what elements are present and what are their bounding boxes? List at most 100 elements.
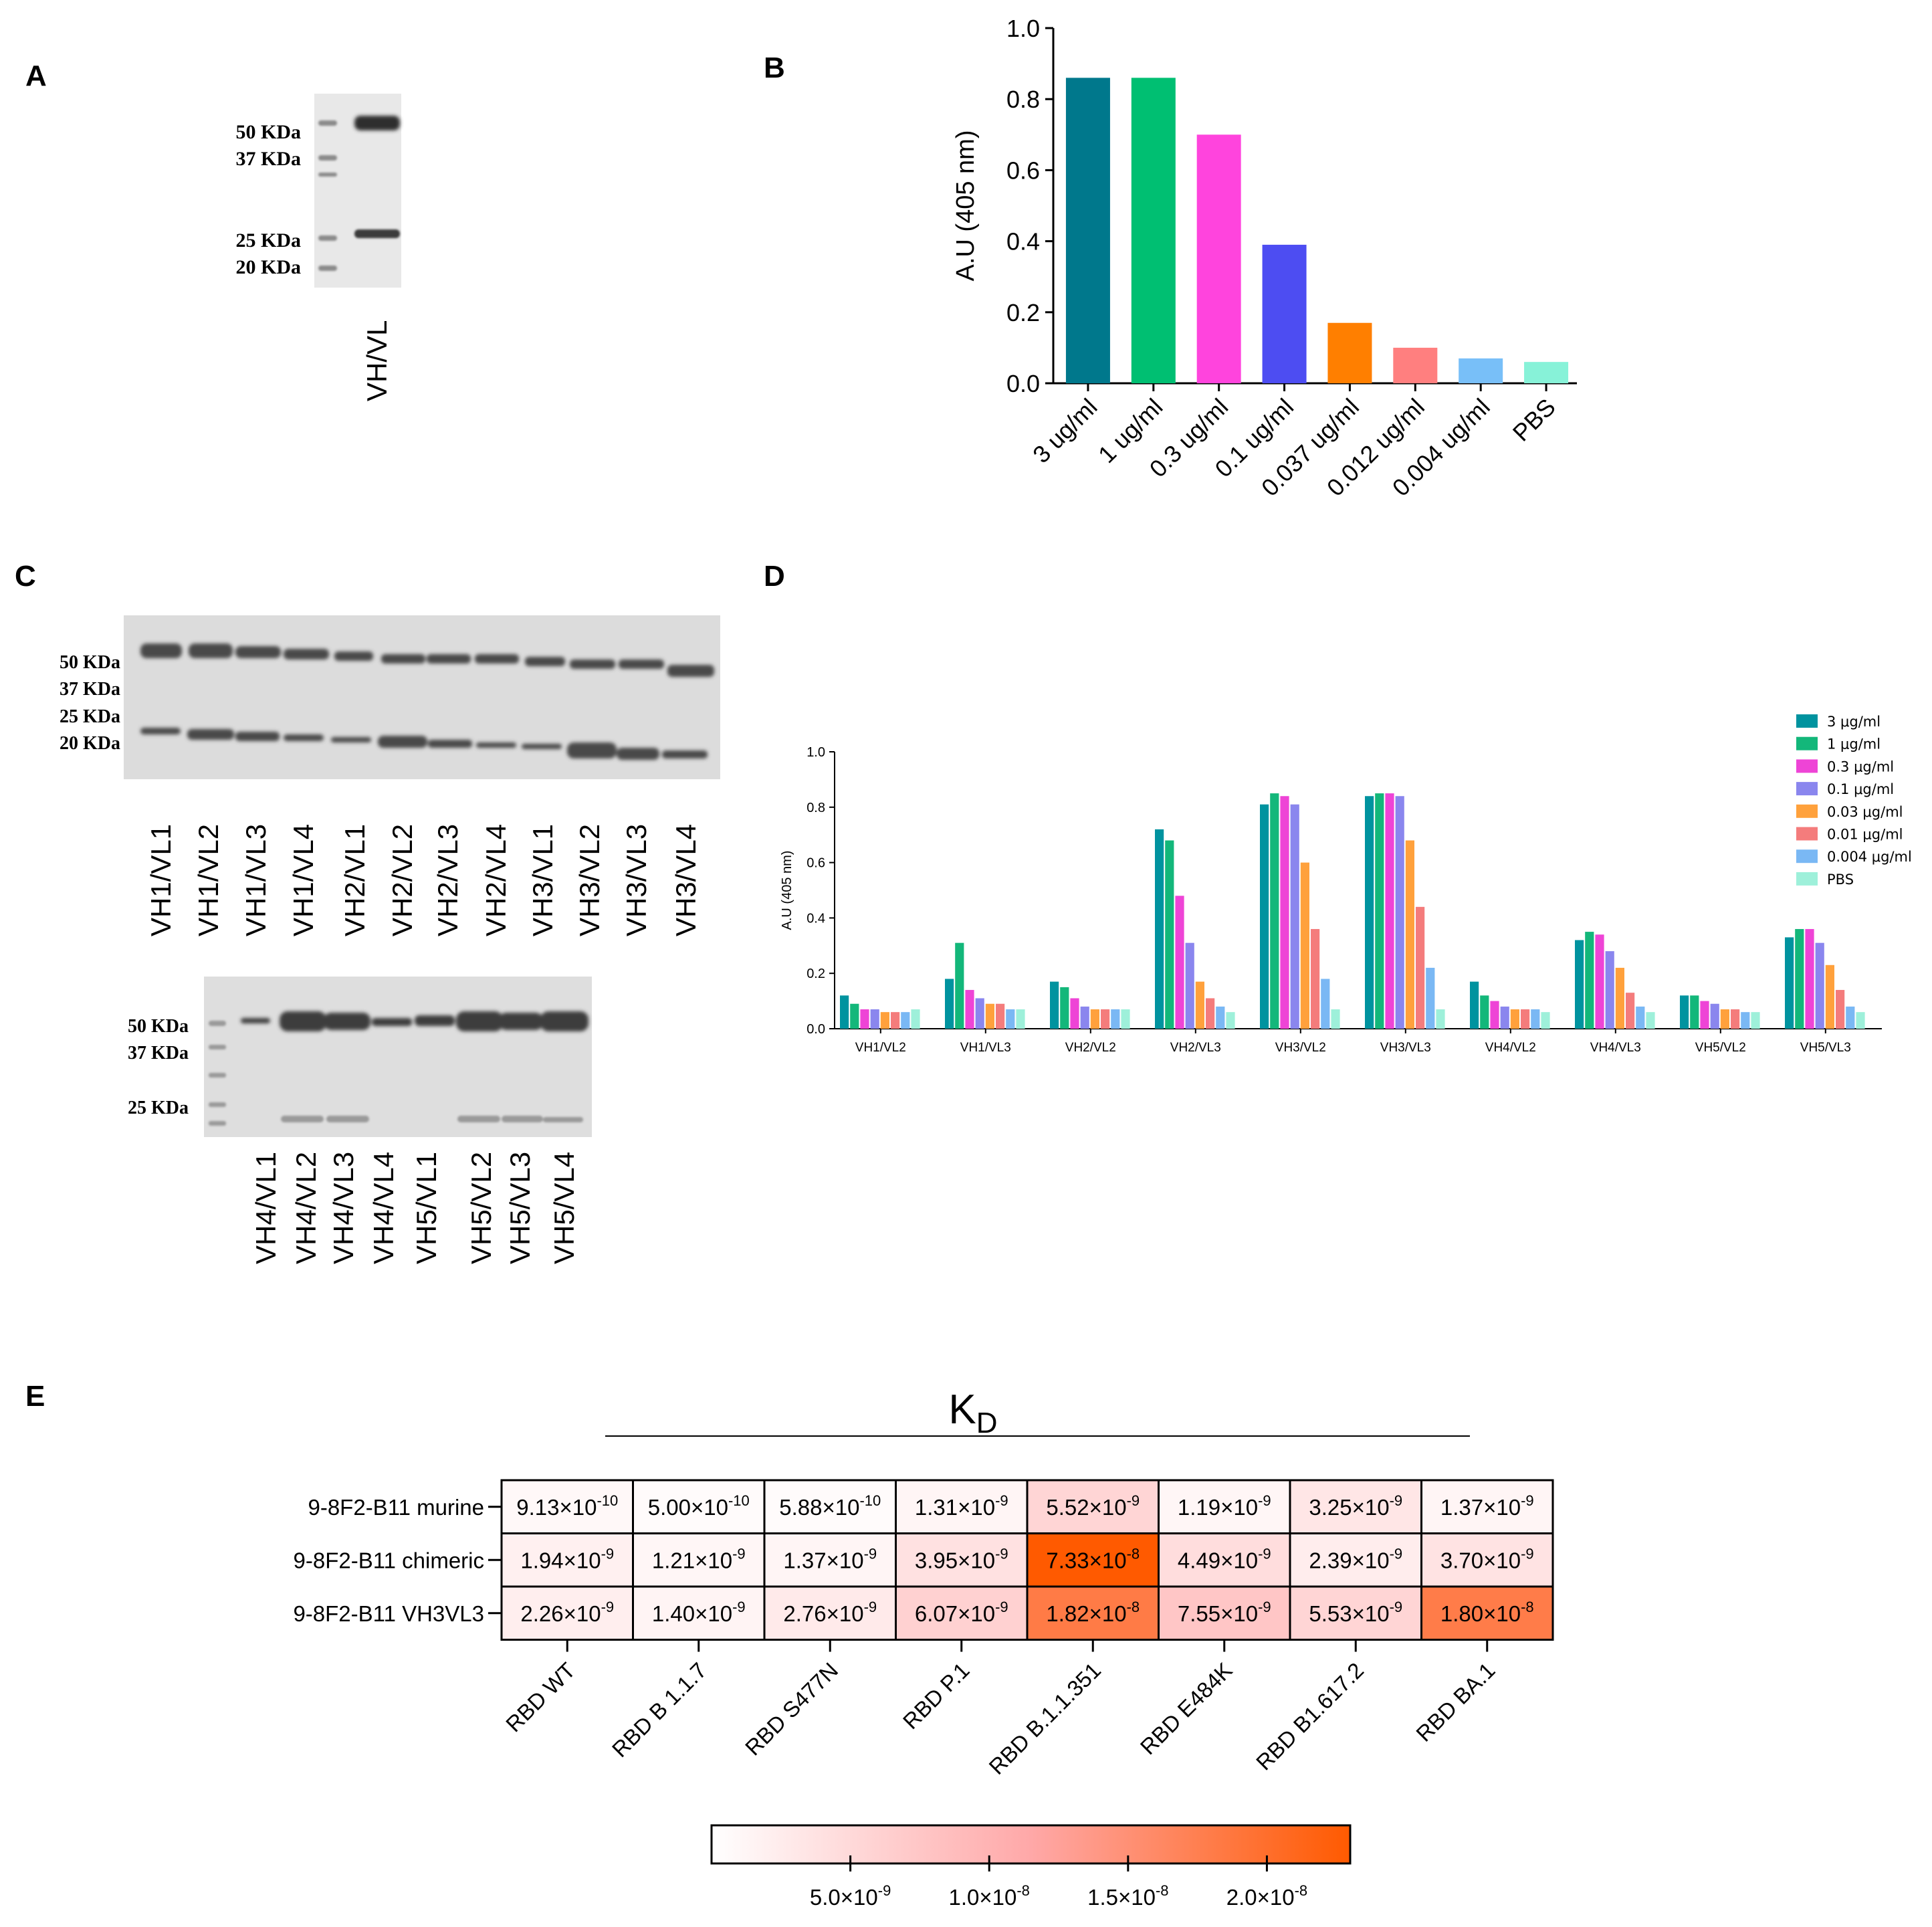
chart-d: 0.0 0.2 0.4 0.6 0.8 1.0 VH1/VL2 VH1/VL3 VH2/VL2 V… (780, 714, 1912, 1055)
chart-d-bar (1490, 1001, 1499, 1029)
heatmap-cell-value-exponent: -9 (995, 1492, 1008, 1509)
gel-c-bottom-lane-label: VH5/VL1 (411, 1152, 442, 1264)
gel-a-ladder-band (318, 155, 337, 161)
gel-c-band (187, 729, 234, 740)
gel-c-band (428, 740, 472, 748)
panel-label-b: B (764, 52, 785, 84)
colorbar-tick-label-mantissa: 1.5×10 (1087, 1885, 1156, 1910)
heatmap-cell-value-exponent: -9 (1258, 1492, 1271, 1509)
gel-c-band (617, 748, 659, 760)
gel-c-top-lane-label: VH1/VL3 (240, 824, 272, 936)
chart-b-y-tick-label: 1.0 (1006, 15, 1040, 42)
heatmap-cell-value-mantissa: 3.25×10 (1309, 1495, 1389, 1520)
heatmap-cell-value-mantissa: 7.33×10 (1046, 1548, 1126, 1573)
gel-a-ladder-band (318, 235, 337, 241)
chart-d-bar (1605, 951, 1614, 1029)
heatmap-cell-value: 7.33×10-8 (1046, 1546, 1140, 1573)
gel-c-ladder-band (209, 1121, 226, 1126)
chart-d-legend-label: 0.004 μg/ml (1827, 849, 1912, 865)
heatmap-cell-value-mantissa: 2.76×10 (783, 1601, 863, 1626)
chart-d-bar (1615, 967, 1624, 1029)
heatmap-cell-value: 5.52×10-9 (1046, 1492, 1140, 1520)
chart-d-category-label: VH2/VL2 (1065, 1041, 1116, 1055)
chart-d-category-label: VH1/VL2 (855, 1041, 906, 1055)
chart-b-y-tick-label: 0.2 (1006, 299, 1040, 326)
chart-d-y-axis-label: A.U (405 nm) (780, 851, 794, 930)
gel-c-band (189, 643, 233, 658)
heatmap-cell (500, 1479, 634, 1534)
chart-d-bar (1595, 934, 1604, 1029)
gel-a-marker: 50 KDa (236, 121, 302, 143)
chart-d-bar (911, 1009, 920, 1029)
chart-d-bar (1795, 928, 1804, 1029)
chart-d-bar (1385, 793, 1394, 1029)
gel-c-band (284, 649, 329, 660)
gel-c-band (281, 1116, 324, 1122)
heatmap-cell (1026, 1585, 1160, 1641)
chart-b-y-tick-label: 0.4 (1006, 228, 1040, 256)
chart-d-bar (1436, 1009, 1445, 1029)
gel-c-band (378, 736, 427, 748)
chart-d-bar (1185, 942, 1194, 1029)
heatmap-cell (763, 1479, 897, 1534)
heatmap-cell-value: 1.19×10-9 (1178, 1492, 1271, 1520)
heatmap-cell-value-mantissa: 1.19×10 (1178, 1495, 1258, 1520)
chart-d-bar (1825, 965, 1834, 1029)
chart-d-bar (975, 998, 984, 1029)
heatmap-cell-value-exponent: -8 (1127, 1546, 1140, 1562)
chart-d-bar (945, 979, 954, 1029)
heatmap-cell-value: 4.49×10-9 (1178, 1546, 1271, 1573)
chart-d-bar (985, 1003, 994, 1029)
chart-d-y-tick-label: 1.0 (807, 745, 825, 760)
heatmap-cell-value: 1.82×10-8 (1046, 1599, 1140, 1626)
colorbar-tick-label-exponent: -8 (1016, 1882, 1030, 1899)
colorbar-tick-label-mantissa: 5.0×10 (810, 1885, 878, 1910)
chart-d-legend-label: 1 μg/ml (1827, 736, 1881, 752)
colorbar-tick-label: 1.0×10-8 (949, 1882, 1030, 1910)
panel-label-a: A (25, 60, 47, 92)
chart-d-bar (1470, 981, 1479, 1029)
chart-d-bar (1080, 1006, 1089, 1029)
gel-a-marker: 25 KDa (236, 229, 302, 251)
heatmap-cell-value-mantissa: 2.39×10 (1309, 1548, 1389, 1573)
chart-d-bar (965, 990, 974, 1029)
gel-c-top-lane-label: VH3/VL3 (621, 824, 652, 936)
gel-c-band (662, 750, 708, 758)
chart-d-legend-swatch (1796, 759, 1818, 773)
chart-d-bar (1395, 796, 1404, 1029)
gel-c-ladder-band (209, 1102, 226, 1107)
chart-d-category-label: VH4/VL3 (1590, 1041, 1641, 1055)
gel-c-band (334, 651, 373, 661)
gel-c-top-lane-label: VH3/VL2 (574, 824, 605, 936)
chart-d-category-label: VH5/VL2 (1695, 1041, 1746, 1055)
heatmap-cell-value-mantissa: 3.70×10 (1440, 1548, 1521, 1573)
heatmap-cell-value-mantissa: 1.37×10 (1440, 1495, 1521, 1520)
heatmap-cell-value-exponent: -9 (1258, 1599, 1271, 1615)
gel-c-ladder-band (209, 1021, 226, 1026)
chart-d-category-label: VH3/VL3 (1380, 1041, 1431, 1055)
chart-d-category-label: VH4/VL2 (1485, 1041, 1536, 1055)
gel-c-band (667, 665, 714, 677)
gel-c-top-lane-label: VH2/VL3 (432, 824, 463, 936)
gel-c-bottom-lane-label: VH5/VL4 (548, 1152, 580, 1264)
heatmap-cell (1289, 1479, 1422, 1534)
chart-d-bar (1480, 995, 1489, 1029)
heatmap-cell-value-mantissa: 1.80×10 (1440, 1601, 1521, 1626)
heatmap-cell-value-exponent: -9 (1521, 1492, 1534, 1509)
panel-label-e: E (25, 1380, 45, 1413)
chart-d-bar (1805, 928, 1814, 1029)
gel-c-top-lane-label: VH2/VL4 (480, 824, 512, 936)
heatmap-cell-value-exponent: -9 (1258, 1546, 1271, 1562)
heatmap-cell (1420, 1479, 1554, 1534)
chart-d-bar (1290, 804, 1299, 1029)
chart-d-bar (1751, 1012, 1760, 1029)
chart-d-bar (891, 1012, 900, 1029)
chart-d-bar (1006, 1009, 1015, 1029)
heatmap-cell-value-exponent: -9 (1390, 1492, 1403, 1509)
heatmap-column-label: RBD B.1.1.351 (984, 1657, 1105, 1779)
gel-c-band (280, 1011, 326, 1031)
heatmap-cell-value: 1.37×10-9 (1440, 1492, 1534, 1520)
chart-b-y-tick-label: 0.0 (1006, 370, 1040, 397)
gel-c-bottom-lane-label: VH4/VL2 (290, 1152, 322, 1264)
heatmap-cell-value-exponent: -9 (1521, 1546, 1534, 1562)
